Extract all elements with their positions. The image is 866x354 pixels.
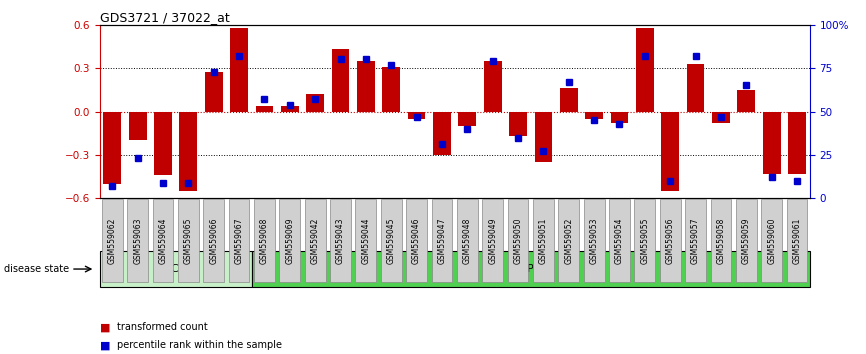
Text: GSM559054: GSM559054 xyxy=(615,217,624,264)
Text: GSM559042: GSM559042 xyxy=(311,217,320,264)
FancyBboxPatch shape xyxy=(229,199,249,282)
FancyBboxPatch shape xyxy=(660,199,681,282)
FancyBboxPatch shape xyxy=(507,199,528,282)
FancyBboxPatch shape xyxy=(584,199,604,282)
FancyBboxPatch shape xyxy=(635,199,656,282)
Text: GSM559055: GSM559055 xyxy=(640,217,650,264)
Text: GSM559058: GSM559058 xyxy=(716,217,726,264)
Text: GSM559062: GSM559062 xyxy=(107,217,117,264)
FancyBboxPatch shape xyxy=(127,199,148,282)
FancyBboxPatch shape xyxy=(204,199,224,282)
FancyBboxPatch shape xyxy=(710,199,732,282)
FancyBboxPatch shape xyxy=(559,199,579,282)
Bar xyxy=(433,112,451,155)
Text: GSM559048: GSM559048 xyxy=(462,217,472,264)
Bar xyxy=(509,112,527,136)
Bar xyxy=(357,61,375,112)
Bar xyxy=(281,106,299,112)
Bar xyxy=(179,112,197,191)
Text: percentile rank within the sample: percentile rank within the sample xyxy=(117,340,282,350)
FancyBboxPatch shape xyxy=(431,199,452,282)
Text: GSM559069: GSM559069 xyxy=(285,217,294,264)
Bar xyxy=(100,251,252,287)
Text: disease state: disease state xyxy=(4,264,69,274)
Text: GSM559067: GSM559067 xyxy=(235,217,243,264)
Text: GSM559060: GSM559060 xyxy=(767,217,776,264)
Text: GSM559046: GSM559046 xyxy=(412,217,421,264)
Bar xyxy=(484,61,501,112)
Bar xyxy=(636,28,654,112)
Text: GSM559043: GSM559043 xyxy=(336,217,345,264)
Text: ■: ■ xyxy=(100,340,110,350)
FancyBboxPatch shape xyxy=(355,199,377,282)
FancyBboxPatch shape xyxy=(381,199,402,282)
Bar xyxy=(534,112,553,162)
FancyBboxPatch shape xyxy=(406,199,427,282)
Text: GSM559052: GSM559052 xyxy=(565,217,573,264)
FancyBboxPatch shape xyxy=(305,199,326,282)
Bar xyxy=(458,112,476,126)
Text: GSM559063: GSM559063 xyxy=(133,217,142,264)
Text: GSM559061: GSM559061 xyxy=(792,217,802,264)
FancyBboxPatch shape xyxy=(178,199,199,282)
Text: GSM559049: GSM559049 xyxy=(488,217,497,264)
Bar xyxy=(205,73,223,112)
Text: GSM559057: GSM559057 xyxy=(691,217,700,264)
FancyBboxPatch shape xyxy=(685,199,706,282)
FancyBboxPatch shape xyxy=(533,199,554,282)
FancyBboxPatch shape xyxy=(330,199,351,282)
FancyBboxPatch shape xyxy=(761,199,782,282)
Bar xyxy=(662,112,679,191)
Text: GSM559056: GSM559056 xyxy=(666,217,675,264)
FancyBboxPatch shape xyxy=(152,199,173,282)
Bar xyxy=(763,112,780,174)
Bar xyxy=(712,112,730,123)
Bar xyxy=(332,49,349,112)
Bar xyxy=(252,251,810,287)
Bar xyxy=(154,112,171,175)
Text: GSM559059: GSM559059 xyxy=(742,217,751,264)
Text: GSM559065: GSM559065 xyxy=(184,217,193,264)
FancyBboxPatch shape xyxy=(736,199,757,282)
Bar xyxy=(230,28,248,112)
Bar xyxy=(408,112,425,119)
Bar xyxy=(585,112,603,119)
FancyBboxPatch shape xyxy=(786,199,807,282)
Bar xyxy=(307,94,324,112)
Text: GSM559050: GSM559050 xyxy=(514,217,522,264)
Text: ■: ■ xyxy=(100,322,110,332)
Bar xyxy=(255,106,274,112)
FancyBboxPatch shape xyxy=(457,199,478,282)
Bar xyxy=(560,88,578,112)
Bar xyxy=(383,67,400,112)
Text: GSM559068: GSM559068 xyxy=(260,217,269,264)
Bar xyxy=(788,112,806,174)
Bar xyxy=(687,64,704,112)
Bar xyxy=(103,112,121,184)
Bar xyxy=(738,90,755,112)
Text: GDS3721 / 37022_at: GDS3721 / 37022_at xyxy=(100,11,229,24)
FancyBboxPatch shape xyxy=(280,199,301,282)
FancyBboxPatch shape xyxy=(254,199,275,282)
Text: GSM559051: GSM559051 xyxy=(539,217,548,264)
Text: GSM559066: GSM559066 xyxy=(210,217,218,264)
Text: GSM559064: GSM559064 xyxy=(158,217,167,264)
Text: transformed count: transformed count xyxy=(117,322,208,332)
FancyBboxPatch shape xyxy=(102,199,123,282)
Text: pCR: pCR xyxy=(165,264,187,274)
FancyBboxPatch shape xyxy=(609,199,630,282)
Text: GSM559053: GSM559053 xyxy=(590,217,598,264)
Text: GSM559047: GSM559047 xyxy=(437,217,447,264)
Text: GSM559044: GSM559044 xyxy=(361,217,371,264)
Text: pPR: pPR xyxy=(520,264,541,274)
Bar xyxy=(611,112,629,123)
Text: GSM559045: GSM559045 xyxy=(387,217,396,264)
FancyBboxPatch shape xyxy=(482,199,503,282)
Bar xyxy=(129,112,146,141)
